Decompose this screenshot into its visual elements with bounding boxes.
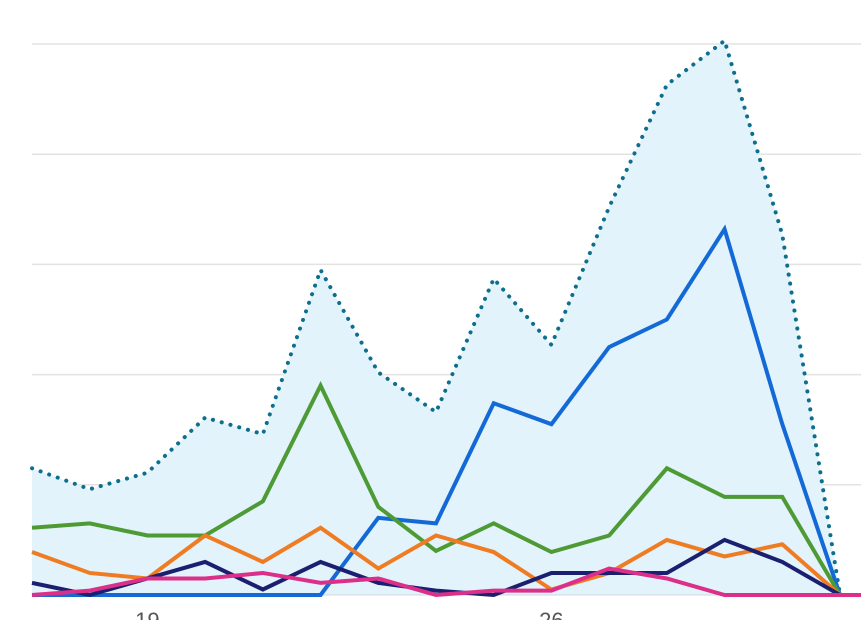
x-tick-label-19: 19 <box>135 608 159 620</box>
area-fills <box>32 40 861 596</box>
series-6-line <box>31 566 861 598</box>
series-2-line <box>32 224 861 597</box>
x-tick-label-26: 26 <box>539 608 563 620</box>
series-lines <box>30 37 861 598</box>
series-3-line <box>31 381 861 597</box>
series-1-area <box>32 40 861 596</box>
x-axis-ticks: 1926 <box>135 608 563 620</box>
